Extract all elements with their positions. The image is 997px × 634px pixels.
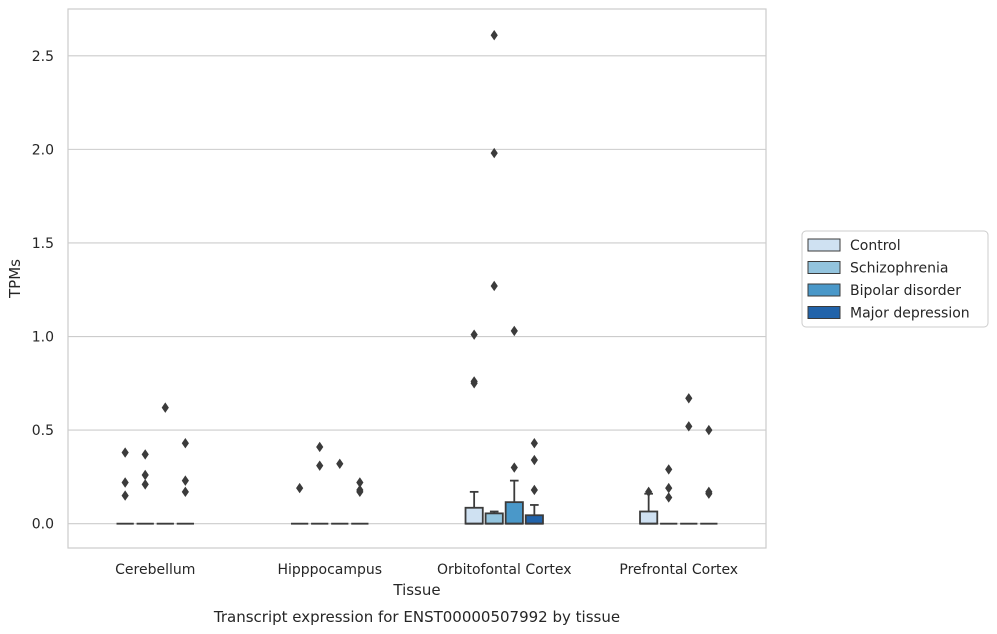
y-tick-label: 1.0 xyxy=(32,330,54,346)
x-tick-label: Orbitofontal Cortex xyxy=(437,562,572,578)
x-tick-label: Prefrontal Cortex xyxy=(619,562,738,578)
legend-swatch xyxy=(807,261,841,274)
box-major-depression xyxy=(176,437,194,525)
outlier-point xyxy=(141,449,149,460)
legend-label: Major depression xyxy=(850,306,970,322)
legend-box xyxy=(801,230,989,328)
outlier-point xyxy=(665,482,673,494)
y-tick-label: 1.5 xyxy=(32,236,54,252)
outlier-point xyxy=(490,147,498,159)
y-axis-ticks: 0.0 0.5 1.0 1.5 2.0 2.5 xyxy=(32,49,54,533)
outlier-point xyxy=(530,484,538,496)
outlier-point xyxy=(141,479,149,490)
box-bipolar-disorder xyxy=(680,393,698,525)
legend-label: Control xyxy=(850,238,901,254)
outlier-point xyxy=(510,462,518,473)
box-iqr xyxy=(639,510,659,525)
outlier-point xyxy=(356,477,364,488)
outlier-point xyxy=(181,437,189,449)
outlier-point xyxy=(316,460,324,471)
box-iqr xyxy=(524,514,544,525)
chart-caption: Transcript expression for ENST0000050799… xyxy=(213,608,620,626)
outlier-point xyxy=(121,477,129,488)
x-axis-ticks: Cerebellum Hipppocampus Orbitofontal Corte… xyxy=(115,562,738,578)
box-iqr xyxy=(464,506,484,525)
y-axis-title: TPMs xyxy=(6,259,24,299)
box-control xyxy=(464,329,484,525)
outlier-point xyxy=(141,469,149,481)
y-tick-label: 2.0 xyxy=(32,142,54,158)
box-iqr xyxy=(484,512,504,525)
box-major-depression xyxy=(700,424,718,525)
box-schizophrenia xyxy=(311,441,329,525)
outlier-point xyxy=(665,464,673,475)
y-tick-label: 2.5 xyxy=(32,49,54,65)
outlier-point xyxy=(530,437,538,449)
box-schizophrenia xyxy=(484,30,504,525)
x-tick-label: Hipppocampus xyxy=(277,562,382,578)
y-tick-label: 0.0 xyxy=(32,517,54,533)
outlier-point xyxy=(530,454,538,466)
outlier-point xyxy=(161,402,169,413)
outlier-point xyxy=(510,325,518,337)
box-series xyxy=(116,30,718,525)
legend-swatch xyxy=(807,306,841,319)
box-bipolar-disorder xyxy=(156,402,174,525)
outlier-point xyxy=(490,30,498,41)
outlier-point xyxy=(685,393,693,404)
box-major-depression xyxy=(524,437,544,525)
outlier-point xyxy=(121,447,129,458)
y-gridlines xyxy=(68,55,766,525)
outlier-point xyxy=(645,486,653,498)
box-bipolar-disorder xyxy=(331,458,349,525)
outlier-point xyxy=(665,492,673,503)
legend-swatch xyxy=(807,283,841,297)
outlier-point xyxy=(685,421,693,432)
y-tick-label: 0.5 xyxy=(32,423,54,439)
box-control xyxy=(291,482,309,525)
legend-label: Schizophrenia xyxy=(850,261,948,277)
legend: Control Schizophrenia Bipolar disorder Majo… xyxy=(801,230,989,328)
legend-label: Bipolar disorder xyxy=(850,283,961,299)
outlier-point xyxy=(316,441,324,453)
outlier-point xyxy=(705,488,713,499)
box-major-depression xyxy=(351,477,369,525)
box-bipolar-disorder xyxy=(504,325,524,525)
outlier-point xyxy=(336,458,344,469)
box-control xyxy=(116,447,134,525)
box-schizophrenia xyxy=(136,449,154,525)
outlier-point xyxy=(181,486,189,498)
outlier-point xyxy=(356,486,364,498)
legend-swatch xyxy=(807,238,841,252)
outlier-point xyxy=(296,482,304,494)
outlier-point xyxy=(490,280,498,292)
x-tick-label: Cerebellum xyxy=(115,562,195,578)
box-iqr xyxy=(504,501,524,525)
x-axis-title: Tissue xyxy=(392,581,440,599)
outlier-point xyxy=(181,475,189,486)
outlier-point xyxy=(121,490,129,501)
box-control xyxy=(639,486,659,525)
outlier-point xyxy=(705,424,713,436)
box-schizophrenia xyxy=(660,464,678,525)
outlier-point xyxy=(470,378,478,389)
outlier-point xyxy=(470,329,478,340)
plot-area-frame xyxy=(67,8,767,549)
